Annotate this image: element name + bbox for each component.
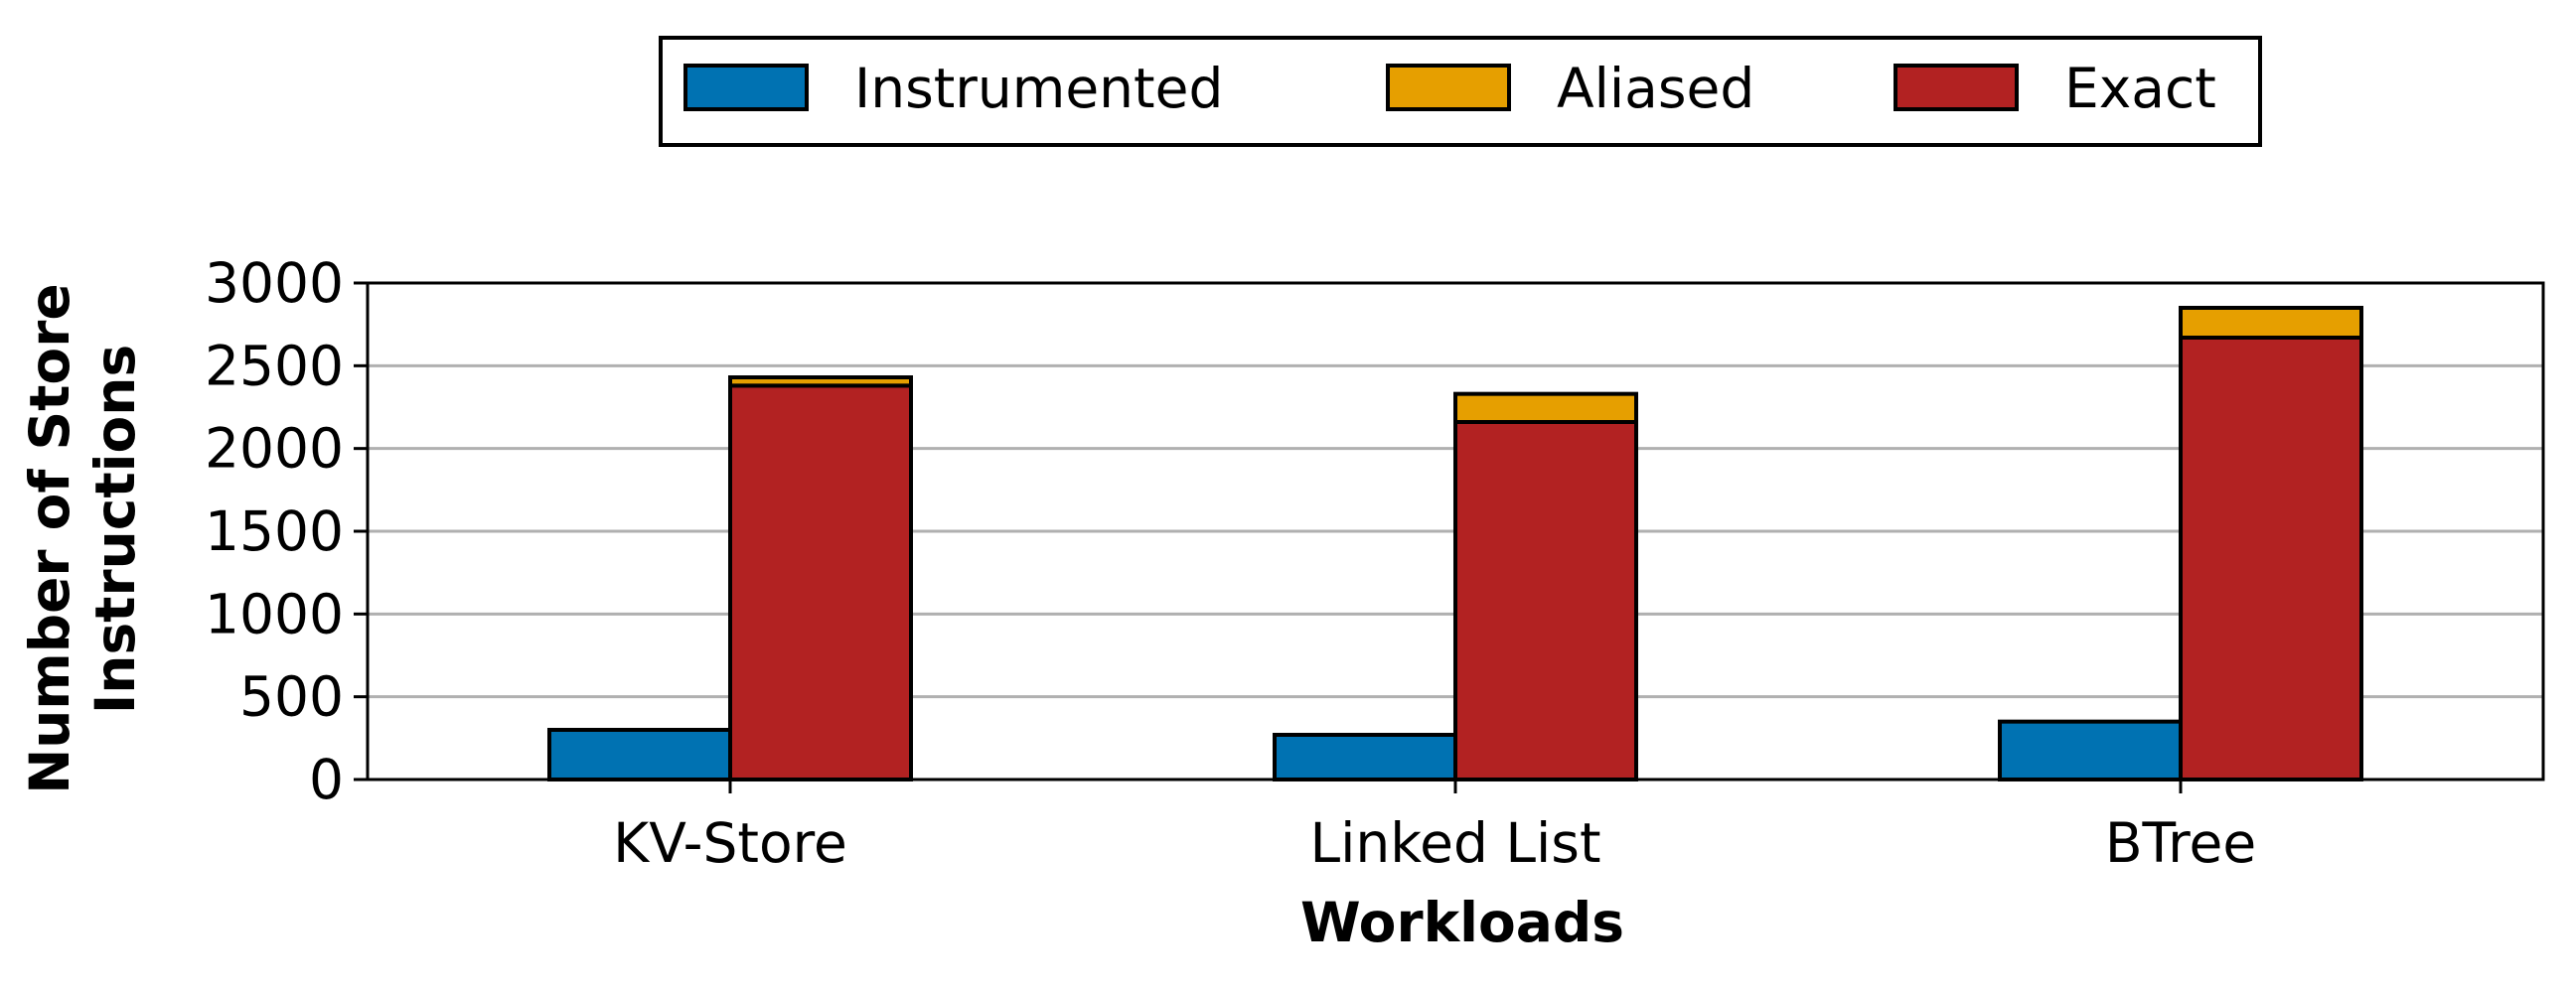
y-tick-label: 500 — [239, 665, 344, 729]
y-tick-label: 1500 — [205, 499, 344, 563]
legend-label-exact: Exact — [2064, 57, 2216, 120]
bars — [547, 306, 2363, 782]
bar-aliased — [2179, 306, 2363, 340]
bar-exact — [1453, 420, 1638, 781]
legend-swatch-exact — [1894, 64, 2019, 111]
x-tick-label: KV-Store — [613, 811, 847, 875]
x-tick-label: Linked List — [1309, 811, 1600, 875]
bar-aliased — [1453, 391, 1638, 424]
legend-label-instrumented: Instrumented — [854, 57, 1223, 120]
y-tick-label: 2000 — [205, 417, 344, 481]
legend-label-aliased: Aliased — [1557, 57, 1754, 120]
bar-instrumented — [1998, 719, 2183, 782]
y-tick-label: 2500 — [205, 334, 344, 397]
legend-swatch-aliased — [1386, 64, 1511, 111]
y-tick-label: 1000 — [205, 582, 344, 645]
x-tick-label: BTree — [2105, 811, 2256, 875]
y-axis-title-line-1: Number of Store — [18, 283, 81, 793]
bar-aliased — [728, 375, 913, 388]
legend-swatch-instrumented — [683, 64, 809, 111]
y-tick-label: 3000 — [205, 251, 344, 315]
y-tick-label: 0 — [309, 748, 344, 811]
axis-ticks: 0 500 1000 1500 2000 2500 3000 KV-Store Linked L… — [205, 251, 2256, 875]
bar-instrumented — [1273, 733, 1457, 781]
y-axis-title-line-2: Instructions — [83, 345, 147, 714]
legend: Instrumented Aliased Exact — [659, 36, 2262, 147]
x-axis-title: Workloads — [1300, 891, 1624, 954]
bar-exact — [2179, 336, 2363, 781]
bar-instrumented — [547, 728, 732, 781]
bar-exact — [728, 383, 913, 781]
y-axis-title: Number of Store Instructions — [18, 264, 147, 794]
